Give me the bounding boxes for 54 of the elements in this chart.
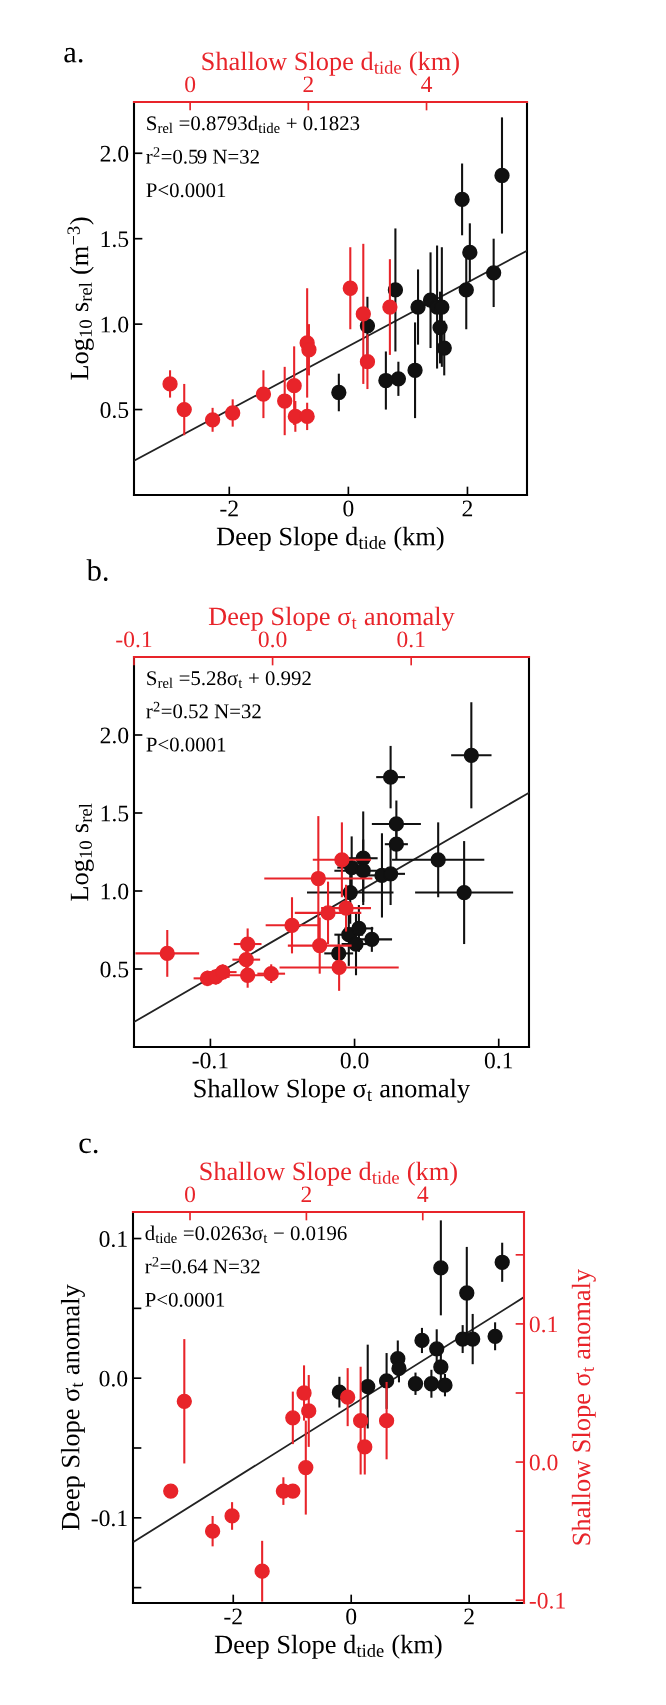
chart-title: b. (86, 559, 108, 581)
y2-axis-title: Shallow Slope σ$_{t}$ anomaly (571, 1268, 596, 1545)
chart-title: a. (64, 47, 83, 63)
x2-tick-label: 2 (303, 76, 313, 93)
y-tick-label: 1.5 (101, 231, 129, 248)
x-tick-label: 0.1 (484, 1052, 513, 1069)
x2-tick-label: 0 (185, 76, 196, 93)
y-tick-label: -0.1 (91, 1510, 127, 1527)
annotation: r$^{2}$=0.59 N=32 (146, 147, 259, 164)
x2-axis-title: Deep Slope σ$_{t}$ anomaly (208, 606, 455, 631)
y-tick-label: 0.0 (99, 1370, 128, 1387)
annotation: r$^{2}$=0.52 N=32 (146, 701, 261, 719)
x2-axis-title: Shallow Slope d$_{tide}$ (km) (200, 1161, 457, 1186)
y-tick-label: 2.0 (100, 727, 129, 744)
x-tick-label: 0 (343, 500, 354, 517)
x-axis-title: Deep Slope d$_{tide}$ (km) (216, 526, 444, 551)
x2-tick-label: 0.1 (397, 631, 425, 648)
y-tick-label: 2.0 (100, 145, 129, 162)
annotation: S$_{rel}$ =5.28σ$_{t}$ + 0.992 (147, 671, 311, 689)
y-tick-label: 0.5 (100, 961, 129, 978)
y2-tick-label: -0.1 (529, 1592, 565, 1609)
x-tick-label: 2 (464, 1608, 474, 1625)
x2-tick-label: 2 (301, 1186, 311, 1203)
y-tick-label: 1.0 (101, 883, 129, 900)
x2-tick-label: 0.0 (258, 631, 287, 648)
annotation: d$_{tide}$ =0.0263σ$_{t}$ − 0.0196 (145, 1225, 347, 1244)
x-tick-label: -2 (224, 1608, 242, 1625)
annotation: P<0.0001 (145, 1292, 225, 1307)
x-axis-title: Shallow Slope σ$_{t}$ anomaly (194, 1078, 471, 1103)
x2-tick-label: 4 (421, 76, 433, 93)
annotation: r$^{2}$=0.64 N=32 (145, 1256, 260, 1274)
annotation: S$_{rel}$ =0.8793d$_{tide}$ + 0.1823 (147, 115, 360, 134)
x2-tick-label: -0.1 (116, 631, 152, 648)
y2-tick-label: 0.0 (529, 1454, 558, 1471)
annotation: P<0.0001 (146, 737, 226, 752)
y-tick-label: 0.5 (100, 402, 129, 419)
x-tick-label: 2 (462, 500, 473, 517)
chart-title: c. (79, 1138, 98, 1154)
y-axis-title: Log$_{10}$ s$_{rel}$ (m$^{−3}$) (67, 217, 94, 380)
annotation: P<0.0001 (146, 183, 226, 198)
x-tick-label: -0.1 (192, 1052, 228, 1069)
y-axis-title: Deep Slope σ$_{t}$ anomaly (60, 1284, 85, 1531)
y-axis-title: Log$_{10}$ s$_{rel}$ (70, 803, 94, 901)
y2-tick-label: 0.1 (529, 1316, 557, 1333)
y-tick-label: 1.0 (101, 316, 129, 333)
x-tick-label: 0.0 (340, 1052, 369, 1069)
y-tick-label: 0.1 (99, 1231, 127, 1248)
x-tick-label: -2 (220, 500, 238, 517)
x2-axis-title: Shallow Slope d$_{tide}$ (km) (202, 51, 459, 76)
y-tick-label: 1.5 (101, 805, 129, 822)
x2-tick-label: 0 (185, 1186, 196, 1203)
x-tick-label: 0 (346, 1608, 357, 1625)
x2-tick-label: 4 (417, 1186, 429, 1203)
x-axis-title: Deep Slope d$_{tide}$ (km) (214, 1634, 442, 1659)
